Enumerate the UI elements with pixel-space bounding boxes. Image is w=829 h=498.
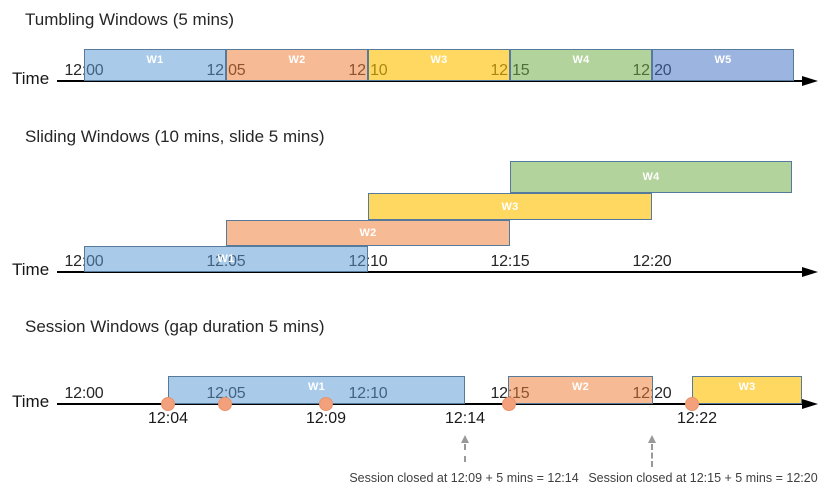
window-label: W1 [146,54,164,66]
event-time-label: 12:14 [444,410,486,427]
time-axis-line [57,270,812,274]
event-time-label: 12:04 [147,410,189,427]
window-label: W3 [501,200,519,213]
annotation-arrow [647,435,657,467]
time-axis-label: Time [12,392,50,411]
window-label: W3 [738,381,756,393]
section-title: Tumbling Windows (5 mins) [25,10,235,29]
window-label: W3 [430,54,448,66]
window-label: W4 [572,54,590,66]
annotation-text: Session closed at 12:15 + 5 mins = 12:20 [588,471,818,485]
window-bar-w3: W3 [692,376,802,404]
axis-tick-label: 12:15 [490,253,530,270]
annotation-arrow-line [651,444,653,467]
time-axis-line [57,402,812,406]
window-bar-w3: W3 [368,193,652,220]
event-time-label: 12:09 [305,410,347,427]
window-bar-w2: W2 [226,220,510,246]
window-label: W5 [714,54,732,66]
window-label: W2 [572,381,589,393]
window-label: W2 [359,227,377,239]
time-axis-line [57,79,812,83]
window-bar-w2: W2 [226,49,368,81]
window-bar-w1: W1 [168,376,465,404]
annotation-text: Session closed at 12:09 + 5 mins = 12:14 [349,471,579,485]
window-label: W2 [288,54,306,66]
window-bar-w4: W4 [510,49,652,81]
section-title: Session Windows (gap duration 5 mins) [25,317,325,336]
annotation-arrowhead-icon [648,435,656,443]
window-bar-w1: W1 [84,246,368,272]
window-label: W1 [308,381,325,393]
event-time-label: 12:22 [676,410,718,427]
window-bar-w5: W5 [652,49,794,81]
section-title: Sliding Windows (10 mins, slide 5 mins) [25,127,325,146]
event-dot [685,397,699,411]
event-dot [218,397,232,411]
window-label: W4 [642,171,660,183]
annotation-arrowhead-icon [461,435,469,443]
annotation-arrow-line [464,444,466,462]
time-axis-arrowhead-icon [802,266,818,277]
time-axis-label: Time [12,69,50,88]
time-axis-label: Time [12,260,50,279]
event-dot [319,397,333,411]
window-bar-w1: W1 [84,49,226,81]
event-dot [161,397,175,411]
axis-tick-label: 12:20 [632,253,672,270]
axis-tick-label: 12:00 [64,385,104,402]
window-bar-w4: W4 [510,161,792,193]
time-axis-arrowhead-icon [802,75,818,86]
window-bar-w2: W2 [508,376,653,404]
window-label: W1 [217,253,235,265]
time-axis-arrowhead-icon [802,398,818,409]
annotation-arrow [460,435,470,462]
event-dot [502,397,516,411]
window-bar-w3: W3 [368,49,510,81]
